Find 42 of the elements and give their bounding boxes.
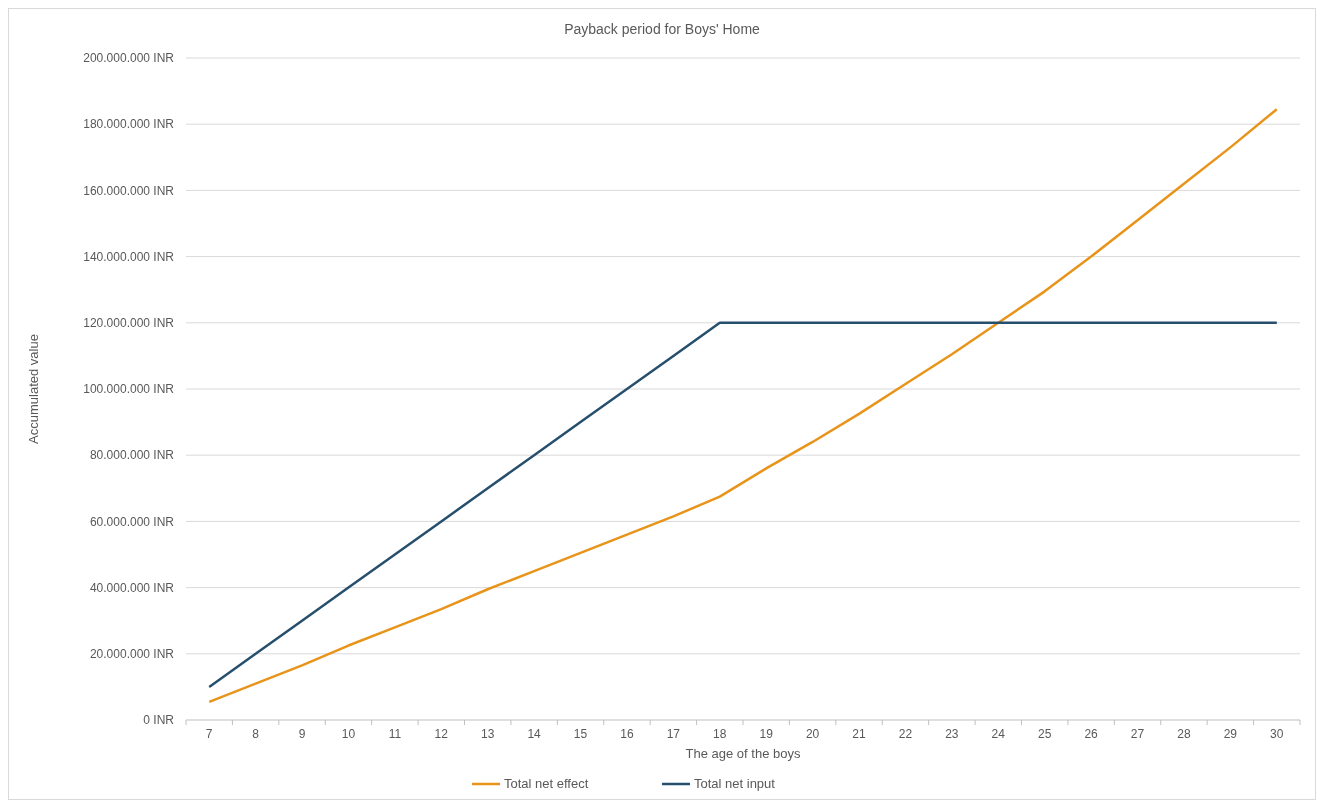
x-tick-label: 14: [527, 727, 542, 741]
y-tick-label: 20.000.000 INR: [89, 647, 175, 661]
x-tick-label: 28: [1177, 727, 1191, 741]
y-tick-label: 100.000.000 INR: [83, 382, 175, 397]
x-tick-label: 26: [1084, 727, 1099, 741]
x-tick-label: 24: [991, 727, 1006, 741]
x-tick-label: 13: [481, 727, 495, 741]
y-tick-label: 120.000.000 INR: [83, 316, 175, 330]
x-tick-label: 11: [388, 727, 402, 741]
x-tick-label: 9: [298, 727, 306, 741]
y-tick-label: 200.000.000 INR: [83, 51, 175, 66]
x-tick-label: 7: [205, 727, 213, 741]
x-axis-title: The age of the boys: [685, 746, 801, 761]
x-tick-label: 30: [1270, 727, 1284, 741]
x-tick-label: 15: [573, 727, 588, 741]
line-series: [207, 108, 1279, 704]
y-axis-title: Accumulated value: [26, 334, 41, 444]
legend-label: Total net effect: [504, 776, 589, 791]
y-tick-label: 180.000.000 INR: [83, 117, 175, 132]
y-tick-label: 60.000.000 INR: [89, 514, 175, 529]
x-tick-label: 27: [1130, 727, 1145, 741]
x-tick-label: 18: [713, 727, 727, 741]
x-tick-label: 8: [252, 727, 260, 741]
x-tick-label: 21: [852, 727, 867, 741]
legend-label: Total net input: [694, 776, 776, 791]
x-tick-label: 12: [434, 727, 449, 741]
x-tick-label: 23: [945, 727, 959, 741]
line-series: [207, 321, 1279, 689]
y-tick-label: 80.000.000 INR: [89, 448, 175, 463]
x-tick-label: 29: [1223, 727, 1238, 741]
x-tick-label: 22: [898, 727, 913, 741]
x-tick-label: 16: [620, 727, 634, 741]
y-tick-label: 140.000.000 INR: [83, 249, 175, 264]
y-tick-label: 0 INR: [143, 713, 175, 728]
x-tick-label: 20: [805, 727, 820, 741]
x-tick-label: 17: [666, 727, 681, 741]
y-tick-label: 40.000.000 INR: [89, 580, 175, 595]
x-tick-label: 10: [341, 727, 356, 741]
chart-title: Payback period for Boys' Home: [564, 21, 761, 37]
y-tick-label: 160.000.000 INR: [83, 183, 175, 198]
x-tick-label: 25: [1038, 727, 1052, 741]
x-tick-label: 19: [759, 727, 774, 741]
